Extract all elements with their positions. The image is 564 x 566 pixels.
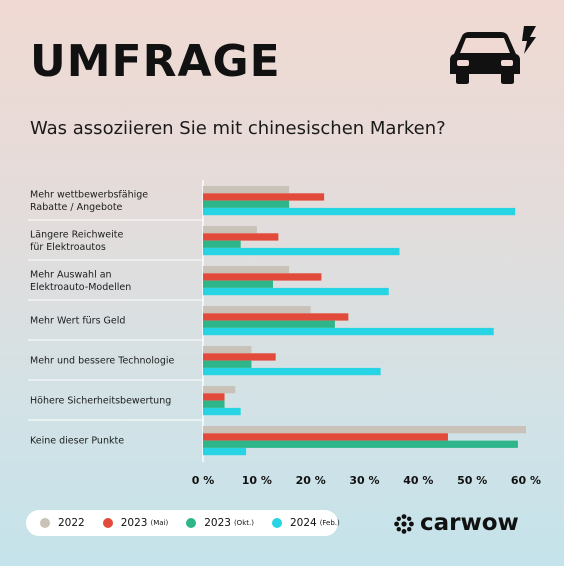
legend-swatch (271, 518, 282, 528)
category-labels: Mehr wettbewerbsfähige Rabatte / Angebote… (30, 189, 174, 446)
legend-label: 2022 (58, 517, 85, 529)
car-bolt-icon (450, 26, 536, 84)
bar-2024_feb (203, 327, 494, 336)
bar-2023_mai (203, 313, 349, 321)
bar-2023_okt (203, 280, 273, 288)
category-label: Mehr Wert fürs Geld (30, 316, 125, 327)
legend-item-2023-mai: 2023 (Mai) (102, 517, 169, 529)
bar-2023_mai (203, 233, 279, 241)
x-tick-label: 40 % (403, 474, 433, 487)
legend-swatch (40, 518, 50, 528)
bar-2022 (203, 426, 526, 434)
bar-2022 (203, 266, 290, 274)
bar-2023_okt (203, 320, 335, 328)
bar-2022 (203, 186, 290, 194)
legend-label: 2023 (204, 517, 231, 529)
carwow-star-icon (394, 513, 414, 534)
bar-2023_okt (203, 440, 518, 448)
bar-2023_okt (203, 400, 225, 408)
legend-swatch (186, 518, 197, 528)
bar-2024_feb (203, 207, 516, 216)
bar-2023_mai (203, 393, 225, 401)
bar-2022 (203, 386, 236, 394)
page-title: UMFRAGE (30, 36, 281, 87)
category-label: Mehr Auswahl an (30, 269, 112, 280)
page-subtitle: Was assoziieren Sie mit chinesischen Mar… (30, 118, 446, 139)
category-label: Mehr wettbewerbsfähige (30, 189, 148, 200)
x-tick-label: 0 % (192, 474, 215, 487)
category-label: Mehr und bessere Technologie (30, 356, 174, 367)
legend-note: (Okt.) (233, 519, 254, 527)
category-label: Elektroauto-Modellen (30, 282, 131, 293)
legend-note: (Feb.) (319, 519, 340, 527)
bar-2024_feb (203, 447, 247, 456)
x-tick-label: 20 % (296, 474, 326, 487)
bar-2023_mai (203, 193, 325, 201)
category-label: für Elektroautos (30, 242, 106, 253)
x-tick-label: 10 % (242, 474, 272, 487)
x-axis-ticks: 0 % 10 % 20 % 30 % 40 % 50 % 60 % (192, 474, 541, 487)
bar-2023_okt (203, 200, 290, 208)
bar-chart: Mehr wettbewerbsfähige Rabatte / Angebote… (30, 186, 542, 487)
legend-item-2022: 2022 (40, 517, 85, 529)
bar-2023_mai (203, 273, 322, 281)
bar-2022 (203, 226, 257, 234)
legend-note: (Mai) (150, 519, 169, 527)
bar-2023_okt (203, 240, 241, 248)
legend-label: 2024 (289, 517, 317, 529)
legend: 2022 2023 (Mai) 2023 (Okt.) 2024 (Feb.) (26, 510, 340, 536)
x-tick-label: 60 % (511, 474, 541, 487)
legend-label: 2023 (120, 517, 148, 529)
legend-swatch (102, 518, 113, 528)
x-tick-label: 30 % (349, 474, 379, 487)
category-label: Höhere Sicherheitsbewertung (30, 396, 171, 407)
legend-item-2023-okt: 2023 (Okt.) (186, 517, 254, 529)
x-tick-label: 50 % (457, 474, 487, 487)
category-label: Keine dieser Punkte (30, 436, 124, 447)
bar-2024_feb (203, 247, 400, 256)
bar-2022 (203, 346, 252, 354)
bar-2024_feb (203, 287, 389, 296)
legend-item-2024-feb: 2024 (Feb.) (271, 517, 340, 529)
bars (203, 186, 526, 456)
brand-logo: carwow (394, 512, 519, 535)
bar-2022 (203, 306, 311, 314)
bar-2023_mai (203, 433, 448, 441)
bar-2024_feb (203, 407, 241, 416)
category-label: Rabatte / Angebote (30, 202, 123, 213)
category-label: Längere Reichweite (30, 229, 123, 240)
brand-name: carwow (420, 510, 519, 536)
bar-2023_mai (203, 353, 276, 361)
bar-2023_okt (203, 360, 252, 368)
bar-2024_feb (203, 367, 381, 376)
